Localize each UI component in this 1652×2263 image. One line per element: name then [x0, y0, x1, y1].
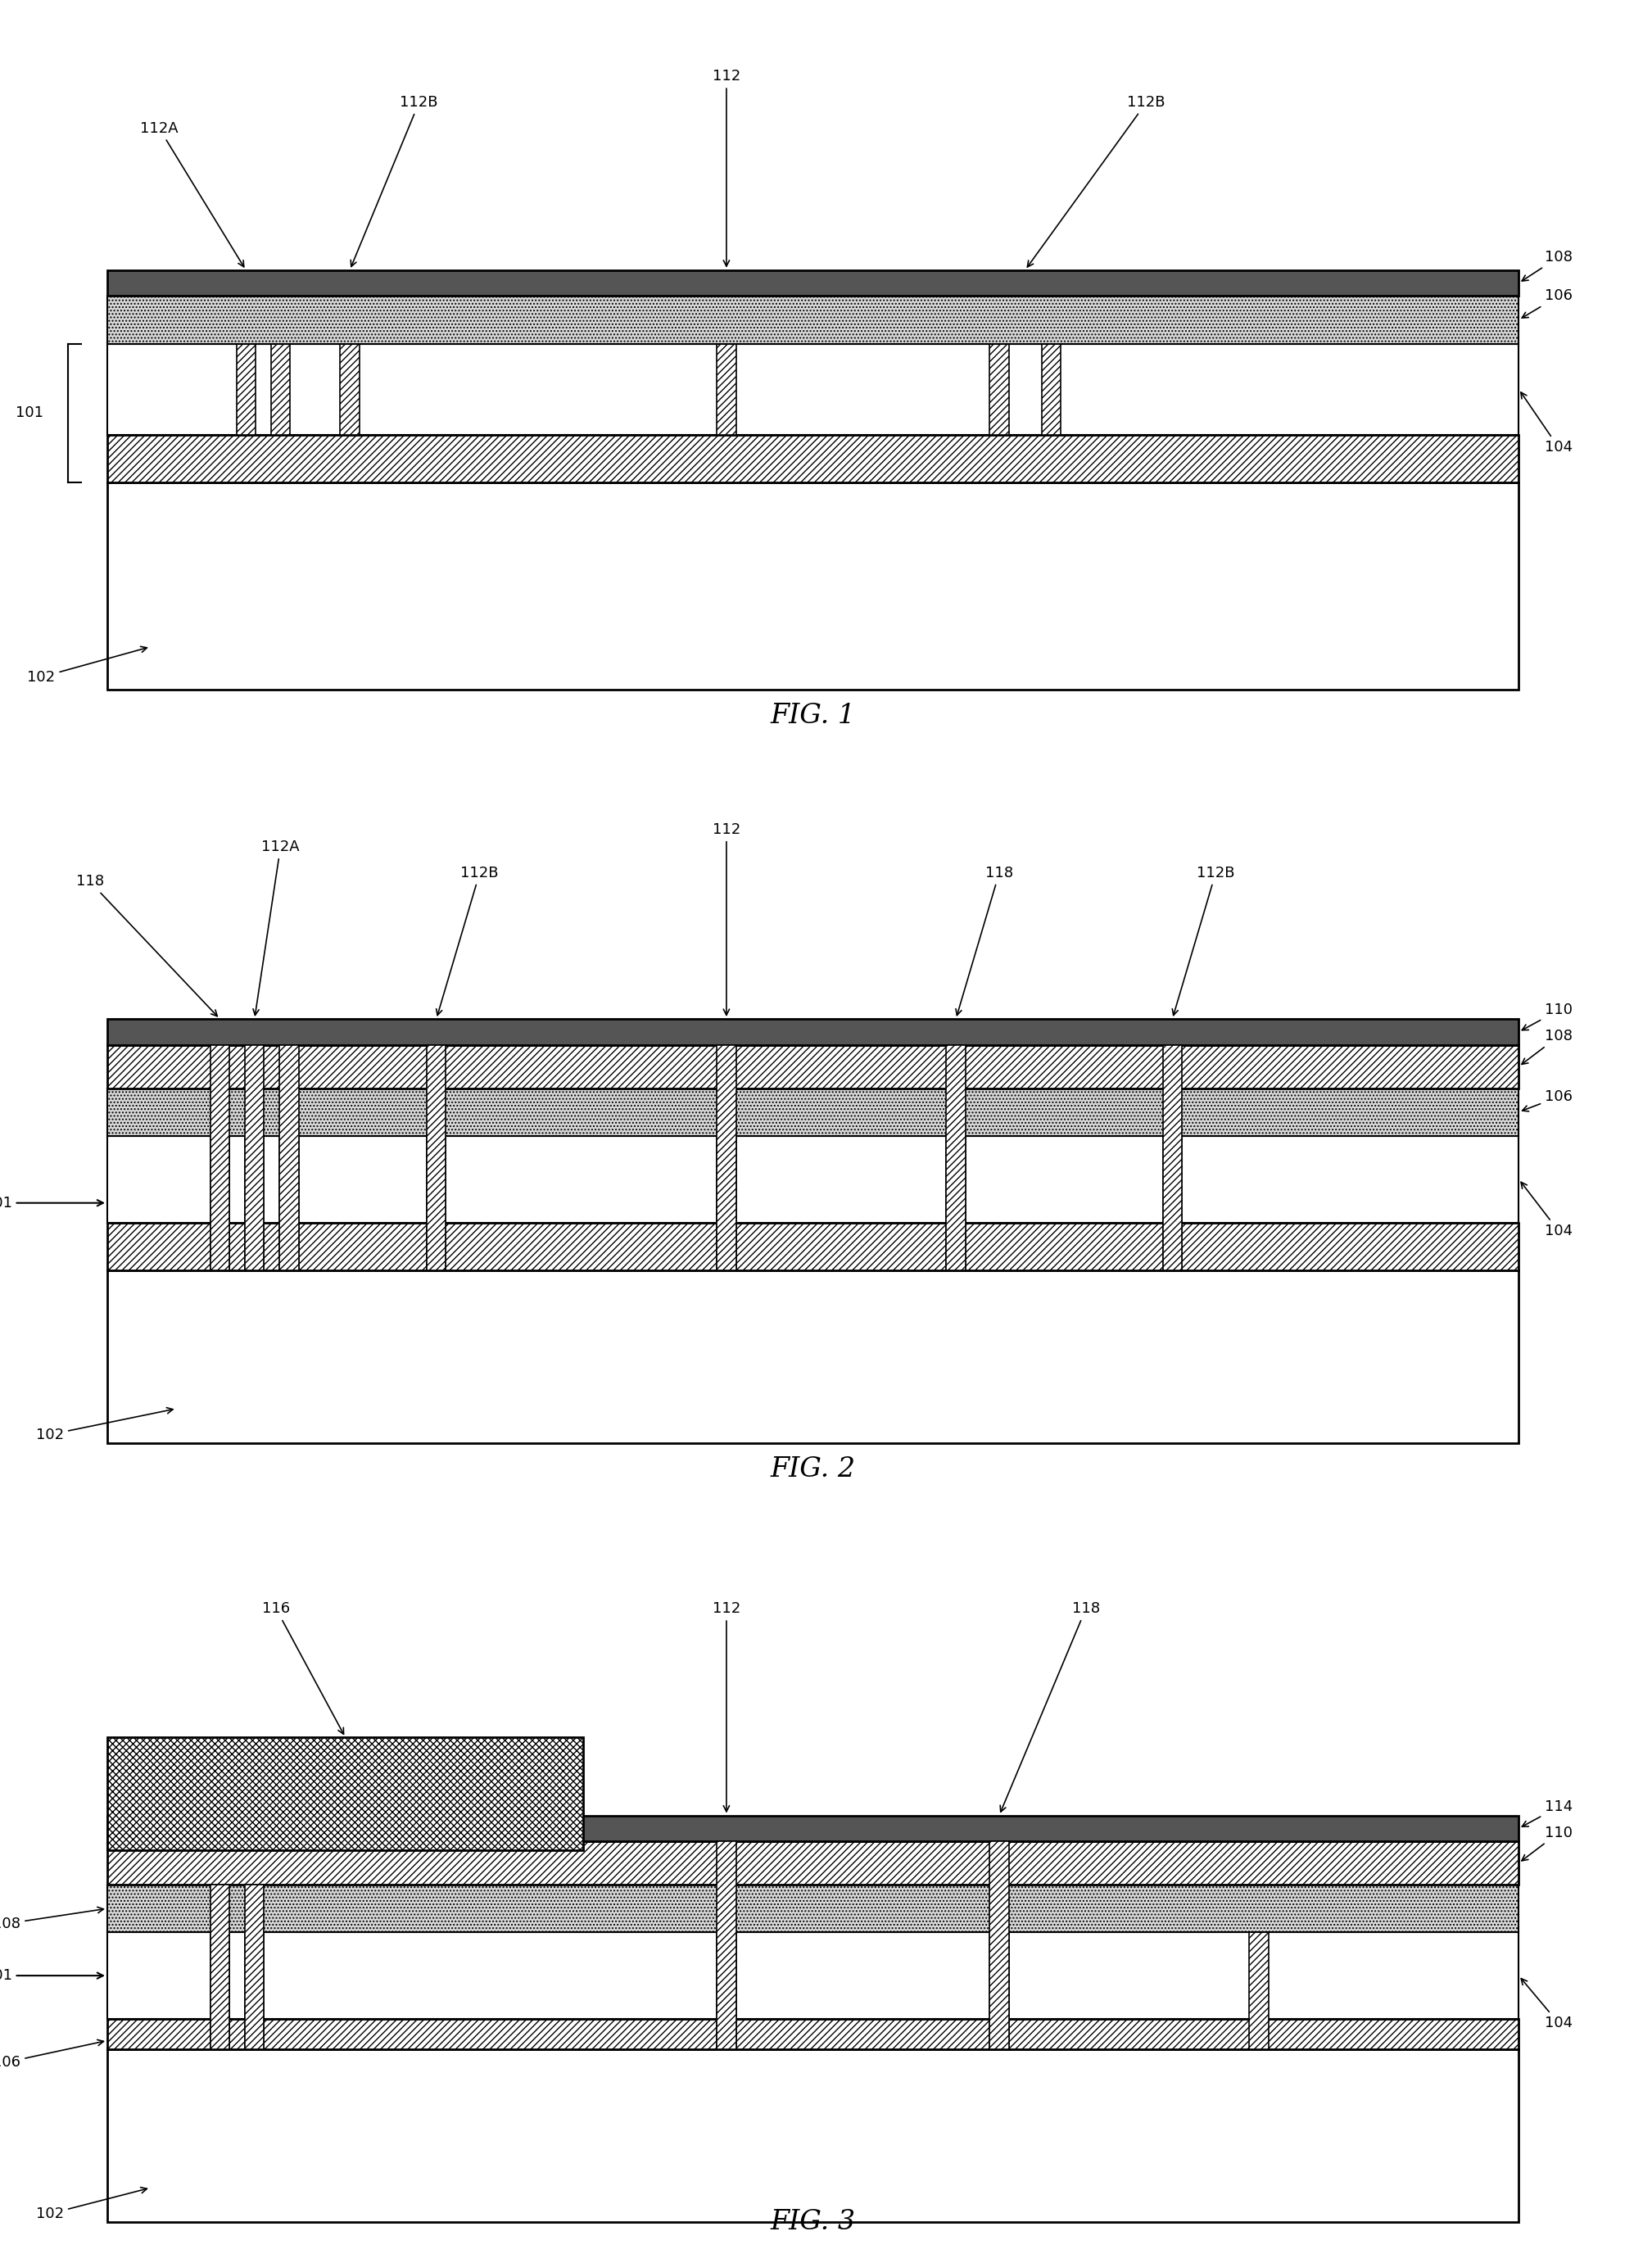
Bar [244, 1046, 264, 1270]
Bar [210, 1046, 230, 1270]
Bar [107, 296, 1518, 344]
Text: 106: 106 [1521, 1089, 1573, 1111]
Bar [107, 434, 1518, 482]
Bar [279, 1046, 299, 1270]
Bar [426, 1046, 446, 1270]
Bar [107, 1270, 1518, 1444]
Text: 108: 108 [0, 1908, 104, 1930]
Text: FIG. 2: FIG. 2 [770, 1455, 856, 1482]
Text: 112: 112 [712, 821, 740, 1016]
Text: 104: 104 [1521, 1181, 1573, 1238]
Bar [107, 2019, 1518, 2050]
Bar [107, 1018, 1518, 1046]
Bar [107, 1842, 1518, 1885]
Bar [244, 1089, 264, 1270]
Bar [107, 344, 1518, 434]
Bar [340, 344, 358, 434]
Text: 104: 104 [1521, 1978, 1573, 2030]
Text: 102: 102 [36, 2188, 147, 2220]
Text: FIG. 3: FIG. 3 [770, 2209, 856, 2236]
Bar [717, 1089, 735, 1270]
Bar [990, 344, 1009, 434]
Text: 108: 108 [1521, 249, 1573, 281]
Bar [990, 1842, 1009, 2050]
Text: 112: 112 [712, 1602, 740, 1813]
Bar [107, 269, 1518, 296]
Text: 110: 110 [1521, 1003, 1573, 1030]
Text: 112A: 112A [253, 840, 299, 1016]
Text: 101: 101 [0, 1969, 102, 1982]
Text: 104: 104 [1521, 391, 1573, 455]
Text: 101: 101 [0, 1195, 102, 1211]
Bar [210, 1885, 230, 2050]
Bar [426, 1089, 446, 1270]
Text: 106: 106 [1521, 290, 1573, 317]
Bar [717, 1842, 735, 2050]
Text: 102: 102 [28, 647, 147, 683]
Bar [990, 1842, 1009, 2050]
Text: 108: 108 [1521, 1030, 1573, 1064]
Bar [107, 1933, 1518, 2019]
Bar [210, 1885, 230, 2050]
Bar [947, 1089, 965, 1270]
Bar [271, 344, 291, 434]
Bar [107, 1136, 1518, 1222]
Bar [107, 1885, 1518, 1933]
Text: 116: 116 [263, 1602, 344, 1733]
Text: 112B: 112B [436, 867, 499, 1016]
Text: 110: 110 [1521, 1826, 1573, 1860]
Bar [107, 1222, 1518, 1270]
Bar [107, 1046, 1518, 1089]
Bar [244, 1885, 264, 2050]
Bar [1163, 1089, 1181, 1270]
Text: 106: 106 [0, 2039, 104, 2071]
Bar [1163, 1046, 1181, 1270]
Text: 112B: 112B [1028, 95, 1165, 267]
Bar [107, 482, 1518, 690]
Bar [107, 2050, 1518, 2222]
Text: FIG. 1: FIG. 1 [770, 704, 856, 729]
Bar [236, 344, 256, 434]
Text: 101: 101 [15, 405, 43, 421]
Text: 112A: 112A [140, 122, 244, 267]
Text: 112B: 112B [1173, 867, 1234, 1016]
Text: 112B: 112B [350, 95, 438, 267]
Bar [947, 1046, 965, 1270]
Bar [1249, 1885, 1269, 2050]
Bar [717, 1842, 735, 2050]
Text: 114: 114 [1521, 1799, 1573, 1826]
Bar [244, 1885, 264, 2050]
Text: 112: 112 [712, 70, 740, 267]
Bar [107, 1738, 583, 1851]
Text: 102: 102 [36, 1408, 173, 1442]
Text: 118: 118 [999, 1602, 1100, 1813]
Bar [1042, 344, 1061, 434]
Bar [107, 1089, 1518, 1136]
Bar [107, 1815, 1518, 1842]
Bar [717, 1046, 735, 1270]
Text: 118: 118 [76, 874, 218, 1016]
Bar [210, 1089, 230, 1270]
Bar [717, 344, 735, 434]
Text: 118: 118 [957, 867, 1013, 1016]
Bar [279, 1089, 299, 1270]
